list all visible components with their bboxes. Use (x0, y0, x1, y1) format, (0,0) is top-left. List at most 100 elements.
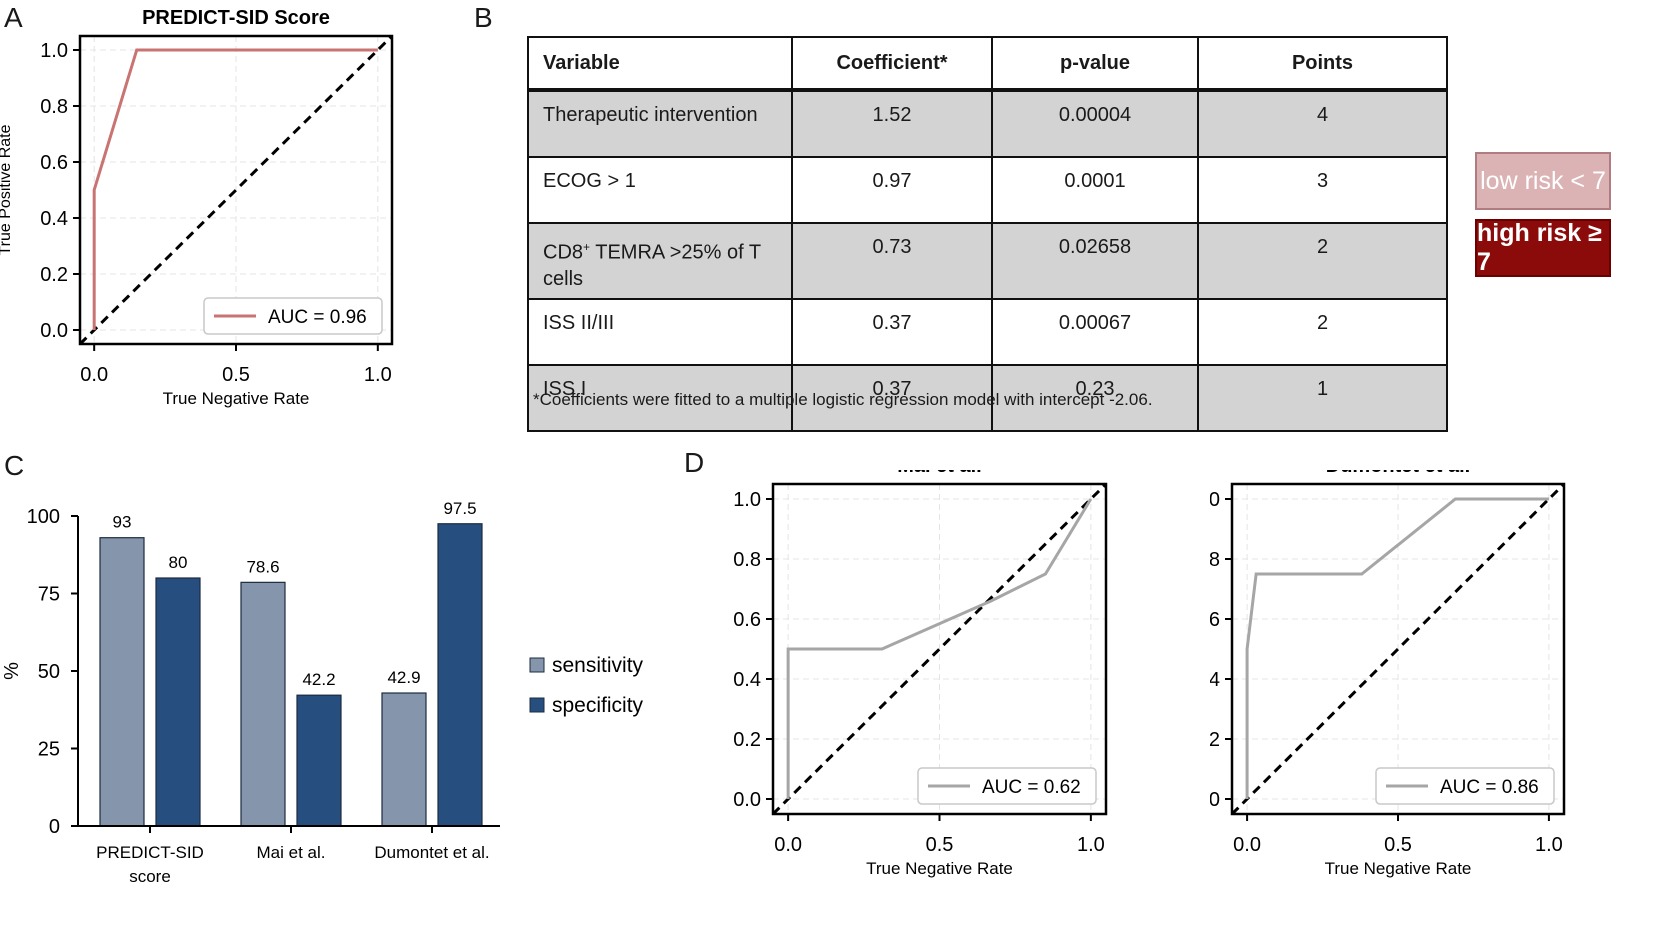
table-cell-pvalue: 0.0001 (991, 156, 1199, 224)
y-tick-label: 0.0 (1210, 789, 1220, 811)
legend-box (203, 297, 383, 335)
roc-chart-predict-sid: 0.0 0.5 1.0 0.0 0.2 0.4 0.6 0.8 1.0 PREDICT-SID S… (0, 7, 394, 408)
roc-chart-mai: 0.0 0.5 1.0 0.0 0.2 0.4 0.6 0.8 1.0 Mai et al. Tru… (733, 470, 1108, 878)
table-cell-points: 2 (1197, 222, 1448, 300)
table-cell-variable: ECOG > 1 (527, 156, 793, 224)
y-tick-label: 0.0 (40, 320, 68, 342)
table-cell-points: 2 (1197, 298, 1448, 366)
y-tick-label: 1.0 (733, 489, 761, 511)
table-row: Therapeutic intervention 1.52 0.00004 4 (527, 89, 1448, 158)
legend-label: AUC = 0.96 (268, 307, 367, 328)
chance-diagonal (771, 482, 1108, 816)
x-tick-label: 0.5 (926, 834, 954, 856)
y-tick-label: 1.0 (40, 40, 68, 62)
x-axis-label: True Negative Rate (866, 859, 1013, 878)
table-row: ISS II/III 0.37 0.00067 2 (527, 298, 1448, 366)
y-tick-label: 50 (38, 661, 60, 683)
table-cell-variable: ISS II/III (527, 298, 793, 366)
x-tick-label: 0.0 (774, 834, 802, 856)
legend-box (1375, 767, 1555, 805)
y-tick-label: 25 (38, 739, 60, 761)
roc-curve (786, 498, 1093, 799)
bar-value-label: 97.5 (443, 500, 476, 518)
y-tick-label: 0.4 (40, 208, 68, 230)
bar-value-label: 42.9 (387, 668, 420, 687)
y-tick-label: 0.6 (733, 609, 761, 631)
y-axis-label: % (1, 662, 23, 680)
table-row: ISS I 0.37 0.23 1 (527, 364, 1448, 432)
y-tick-label: 0.0 (733, 789, 761, 811)
bar-specificity (437, 523, 483, 827)
bar-sensitivity (99, 537, 145, 827)
table-cell-points: 3 (1197, 156, 1448, 224)
coefficient-table: Variable Coefficient* p-value Points The… (527, 36, 1448, 432)
table-cell-coefficient: 0.97 (791, 156, 993, 224)
table-cell-pvalue: 0.23 (991, 364, 1199, 432)
y-tick-label: 0.8 (1210, 549, 1220, 571)
table-header-coefficient: Coefficient* (791, 36, 993, 92)
y-tick-label: 100 (27, 506, 60, 528)
bar-value-label: 93 (113, 513, 132, 532)
table-footnote: *Coefficients were fitted to a multiple … (533, 390, 1153, 409)
roc-curve (92, 48, 378, 330)
y-tick-label: 0.2 (733, 729, 761, 751)
panel-label-d: D (684, 447, 705, 478)
high-risk-badge: high risk ≥ 7 (1475, 219, 1611, 277)
bar-sensitivity (240, 581, 286, 827)
y-tick-label: 0.4 (733, 669, 761, 691)
table-cell-coefficient: 0.37 (791, 298, 993, 366)
legend-box (917, 767, 1097, 805)
bar-specificity (155, 577, 201, 827)
legend-label: AUC = 0.62 (982, 777, 1081, 798)
legend-label: sensitivity (552, 654, 644, 677)
x-axis-label: True Negative Rate (163, 389, 310, 408)
table-cell-points: 4 (1197, 89, 1448, 158)
table-cell-coefficient: 0.37 (791, 364, 993, 432)
bar-sensitivity (381, 692, 427, 827)
panel-label-a: A (4, 2, 23, 33)
low-risk-badge: low risk < 7 (1475, 152, 1611, 210)
chance-diagonal (78, 34, 394, 346)
bar-specificity (296, 694, 342, 827)
table-cell-pvalue: 0.00067 (991, 298, 1199, 366)
roc-chart-dumontet: 0.0 0.5 1.0 0.0 0.2 0.4 0.6 0.8 1.0 Dumontet et a… (1210, 470, 1566, 878)
x-axis-label: True Negative Rate (1325, 859, 1472, 878)
table-cell-coefficient: 1.52 (791, 89, 993, 158)
table-cell-pvalue: 0.00004 (991, 89, 1199, 158)
x-tick-label: 0.5 (222, 364, 250, 386)
x-tick-label: 1.0 (1077, 834, 1105, 856)
legend-swatch (529, 657, 545, 673)
x-tick-label: Dumontet et al. (374, 843, 489, 862)
cd8-superscript: + (583, 240, 591, 254)
table-cell-pvalue: 0.02658 (991, 222, 1199, 300)
y-tick-label: 0.6 (40, 152, 68, 174)
x-tick-label: 0.5 (1384, 834, 1412, 856)
x-tick-label: 0.0 (80, 364, 108, 386)
y-tick-label: 75 (38, 584, 60, 606)
y-tick-label: 1.0 (1210, 489, 1220, 511)
y-axis-label: True Positive Rate (0, 124, 14, 255)
table-cell-variable: CD8+ TEMRA >25% of T cells (527, 222, 793, 300)
x-tick-label: 1.0 (1535, 834, 1563, 856)
table-header-pvalue: p-value (991, 36, 1199, 92)
legend-swatch (529, 697, 545, 713)
y-tick-label: 0 (49, 816, 60, 838)
y-tick-label: 0.6 (1210, 609, 1220, 631)
bar-value-label: 80 (169, 553, 188, 572)
y-tick-label: 0.2 (1210, 729, 1220, 751)
table-cell-points: 1 (1197, 364, 1448, 432)
table-row: CD8+ TEMRA >25% of T cells 0.73 0.02658 … (527, 222, 1448, 300)
legend-label: specificity (552, 694, 644, 717)
bar-value-label: 42.2 (302, 670, 335, 689)
y-tick-label: 0.2 (40, 264, 68, 286)
chart-title: Dumontet et al. (1326, 470, 1470, 477)
table-header-variable: Variable (527, 36, 793, 92)
bar-value-label: 78.6 (246, 557, 279, 576)
table-cell-variable: ISS I (527, 364, 793, 432)
panel-label-b: B (474, 2, 493, 33)
y-tick-label: 0.8 (40, 96, 68, 118)
x-tick-label: score (129, 867, 171, 886)
bar-chart-sensitivity-specificity: 93 80 PREDICT-SID score 78.6 42.2 Mai et al. 42… (1, 500, 644, 886)
table-row: ECOG > 1 0.97 0.0001 3 (527, 156, 1448, 224)
chance-diagonal (1230, 482, 1566, 816)
